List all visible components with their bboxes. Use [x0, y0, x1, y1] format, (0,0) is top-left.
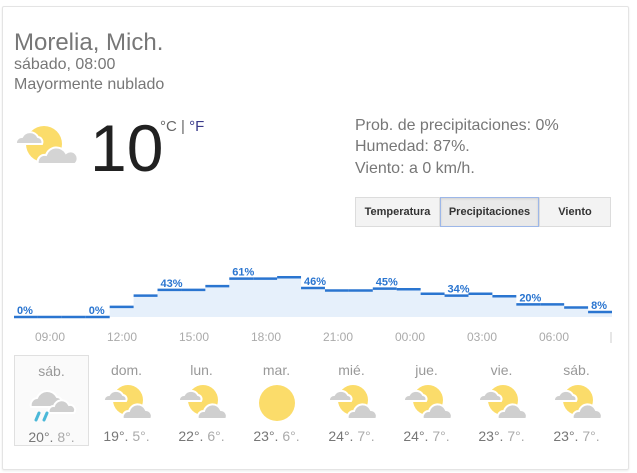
high-temp: 24°. [328, 428, 354, 444]
day-name: jue. [415, 362, 438, 378]
high-temp: 22°. [178, 428, 204, 444]
day-3[interactable]: mar. 23°. 6°. [239, 355, 314, 446]
wind: Viento: a 0 km/h. [355, 160, 475, 177]
unit-separator: | [176, 118, 190, 135]
condition: Mayormente nublado [14, 76, 165, 93]
low-temp: 7°. [507, 428, 525, 444]
precipitation-chart: 0% 0% 43% 61% 46% 45% 34% 20% 8% 09:00 12:00 15:00 1… [14, 267, 612, 344]
day-temps: 24°. 7°. [389, 428, 464, 444]
x-tick-label: 06:00 [539, 330, 569, 344]
day-temps: 20°. 8°. [15, 429, 88, 445]
partly-cloudy-icon [327, 382, 378, 424]
location-title: Morelia, Mich. [14, 29, 164, 56]
day-2[interactable]: lun. 22°. 6°. [164, 355, 239, 446]
high-temp: 24°. [403, 428, 429, 444]
day-temps: 19°. 5°. [89, 428, 164, 444]
chart-data-label: 0% [17, 305, 33, 317]
sun-icon [252, 382, 302, 424]
celsius-unit[interactable]: °C [160, 118, 177, 135]
partly-cloudy-icon [552, 382, 603, 424]
low-temp: 7°. [432, 428, 450, 444]
x-tick-label: 15:00 [179, 330, 209, 344]
datetime: sábado, 08:00 [14, 56, 116, 73]
partly-cloudy-icon [177, 382, 228, 424]
chart-data-label: 43% [161, 278, 183, 290]
rain-cloud-icon [27, 383, 77, 425]
tab-precipitaciones[interactable]: Precipitaciones [440, 197, 539, 227]
current-temperature: 10 [90, 111, 164, 185]
low-temp: 6°. [282, 428, 300, 444]
chart-area [14, 277, 612, 317]
humidity: Humedad: 87%. [355, 138, 470, 155]
tab-viento[interactable]: Viento [539, 197, 611, 227]
chart-data-label: 20% [519, 292, 541, 304]
chart-data-label: 61% [232, 267, 254, 279]
partly-cloudy-icon [477, 382, 528, 424]
chart-data-label: 45% [376, 277, 398, 289]
low-temp: 5°. [132, 428, 150, 444]
day-4[interactable]: mié. 24°. 7°. [314, 355, 389, 446]
unit-toggle: °C | °F [160, 118, 204, 135]
day-name: mié. [338, 362, 365, 378]
day-temps: 23°. 7°. [539, 428, 614, 444]
fahrenheit-unit[interactable]: °F [189, 118, 205, 135]
partly-cloudy-icon [402, 382, 453, 424]
high-temp: 23°. [553, 428, 579, 444]
day-7[interactable]: sáb. 23°. 7°. [539, 355, 614, 446]
low-temp: 7°. [357, 428, 375, 444]
chart-data-label: 0% [89, 305, 105, 317]
low-temp: 6°. [207, 428, 225, 444]
precipitation-probability: Prob. de precipitaciones: 0% [355, 117, 559, 134]
x-tick-label: 03:00 [467, 330, 497, 344]
day-temps: 24°. 7°. [314, 428, 389, 444]
chart-tabs: Temperatura Precipitaciones Viento [355, 197, 611, 227]
high-temp: 23°. [478, 428, 504, 444]
x-tick-label: 09:00 [35, 330, 65, 344]
day-name: dom. [110, 362, 143, 378]
high-temp: 23°. [253, 428, 279, 444]
high-temp: 20°. [28, 429, 54, 445]
day-name: vie. [490, 362, 513, 378]
day-0[interactable]: sáb. 20°. 8°. [14, 355, 89, 446]
day-temps: 23°. 6°. [239, 428, 314, 444]
partly-cloudy-icon [102, 382, 153, 424]
weather-card [2, 6, 629, 470]
x-tick-label: 12:00 [107, 330, 137, 344]
high-temp: 19°. [103, 428, 129, 444]
x-tick-label: 18:00 [251, 330, 281, 344]
day-5[interactable]: jue. 24°. 7°. [389, 355, 464, 446]
partly-cloudy-icon [14, 122, 79, 172]
x-tick-label: 00:00 [395, 330, 425, 344]
day-name: lun. [190, 362, 213, 378]
low-temp: 7°. [582, 428, 600, 444]
day-1[interactable]: dom. 19°. 5°. [89, 355, 164, 446]
chart-data-label: 34% [448, 284, 470, 296]
low-temp: 8°. [57, 429, 75, 445]
chart-data-label: 8% [591, 300, 607, 312]
tab-temperatura[interactable]: Temperatura [355, 197, 440, 227]
day-temps: 23°. 7°. [464, 428, 539, 444]
day-name: mar. [262, 362, 291, 378]
chart-data-label: 46% [304, 276, 326, 288]
day-temps: 22°. 6°. [164, 428, 239, 444]
day-6[interactable]: vie. 23°. 7°. [464, 355, 539, 446]
day-name: sáb. [563, 362, 590, 378]
x-tick-label: 21:00 [323, 330, 353, 344]
day-name: sáb. [38, 363, 65, 379]
